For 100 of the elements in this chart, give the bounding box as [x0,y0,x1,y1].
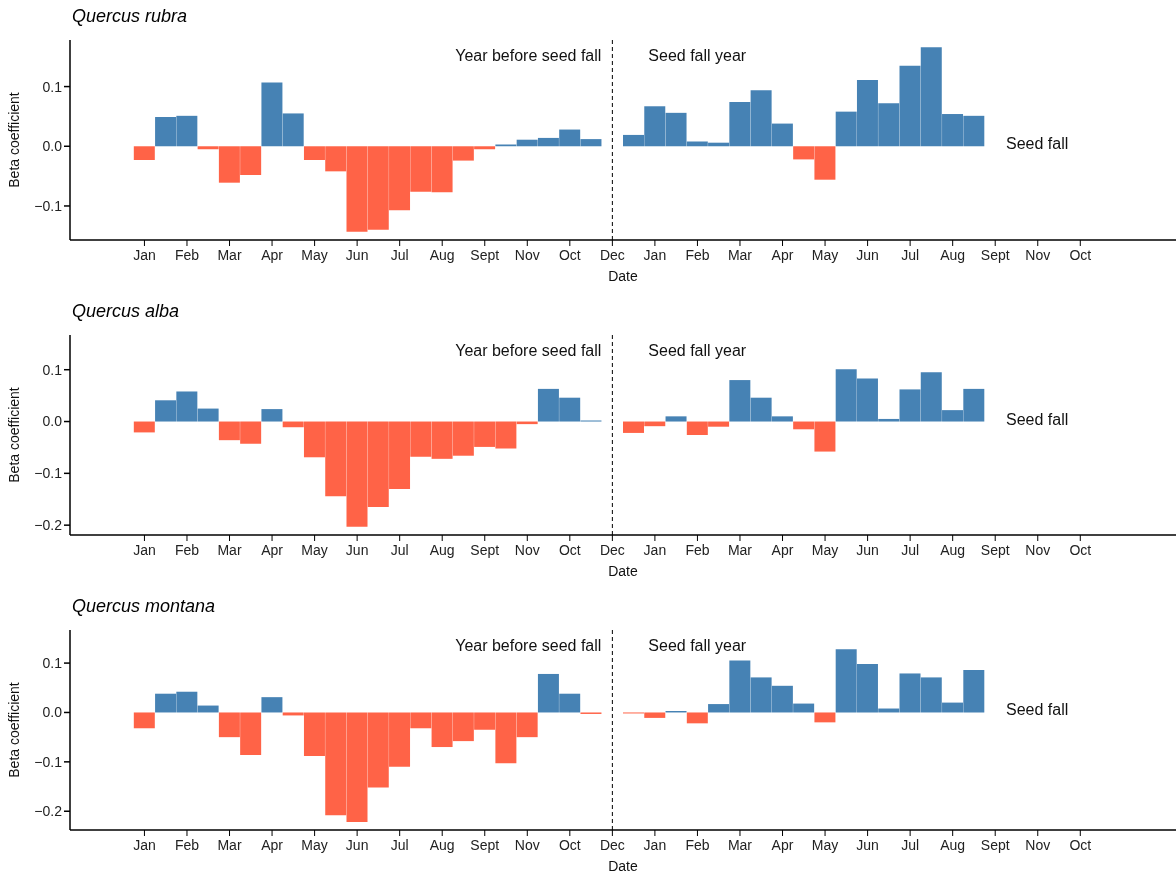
x-tick-label: May [811,837,839,853]
bar [133,712,155,729]
x-tick-label: Aug [429,247,455,263]
x-tick-label: Jun [856,837,879,853]
x-tick-label: Jun [345,837,369,853]
y-axis-title: Beta coefficient [5,387,22,483]
x-tick-label: Nov [1025,837,1051,853]
y-tick-label: 0.0 [42,413,63,430]
x-tick-label: May [811,247,839,263]
y-tick-label: 0.1 [42,361,63,378]
y-axis-title: Beta coefficient [5,92,22,188]
annotation: Seed fall year [648,47,747,65]
annotation: Year before seed fall [455,342,602,360]
y-axis-title: Beta coefficient [5,682,22,778]
annotation: Seed fall [1006,135,1069,154]
x-tick-label: Jan [643,837,667,853]
x-tick-label: Nov [514,247,540,263]
x-tick-label: Feb [174,837,200,853]
x-tick-label: Mar [727,837,753,853]
bar [665,416,687,422]
chart-title: Quercus alba [72,301,180,322]
x-tick-label: Aug [429,837,455,853]
bar [133,146,155,160]
annotation: Seed fall year [648,342,747,360]
x-axis-title: Date [608,563,638,579]
x-tick-label: Apr [261,247,284,263]
x-tick-label: Jan [133,837,156,853]
x-tick-label: Sept [470,542,500,558]
x-tick-label: Oct [558,247,581,263]
x-tick-label: Jun [345,247,369,263]
bar [261,697,283,713]
annotation: Year before seed fall [455,47,602,65]
chart-title: Quercus montana [72,596,216,617]
x-tick-label: Jun [345,542,369,558]
x-tick-label: Jan [643,542,667,558]
x-tick-label: Mar [727,542,753,558]
x-tick-label: Sept [980,837,1010,853]
x-tick-label: Sept [470,837,500,853]
x-tick-label: Aug [940,542,966,558]
x-tick-label: Mar [727,247,753,263]
y-tick-label: 0.0 [42,704,63,721]
annotation: Year before seed fall [455,637,602,655]
x-tick-label: Oct [558,542,581,558]
x-axis-title: Date [608,858,638,874]
y-tick-label: 0.0 [42,138,63,155]
x-tick-label: Jan [643,247,667,263]
y-tick-label: −0.1 [34,465,63,482]
x-tick-label: Oct [558,837,581,853]
chart-title: Quercus rubra [72,6,188,27]
bar [814,712,836,723]
x-tick-label: Aug [940,247,966,263]
x-tick-label: Nov [514,542,540,558]
x-tick-label: Jul [390,247,409,263]
y-tick-label: −0.2 [34,803,63,820]
x-tick-label: Feb [174,542,200,558]
x-tick-label: Mar [217,837,242,853]
y-tick-label: −0.1 [34,197,63,214]
x-tick-label: Jul [390,837,409,853]
x-tick-label: Aug [940,837,966,853]
bar [261,409,283,422]
x-axis-title: Date [608,268,638,284]
annotation: Seed fall [1006,410,1069,429]
x-tick-label: May [811,542,839,558]
x-tick-label: Apr [261,542,284,558]
x-tick-label: May [301,247,328,263]
x-tick-label: Jul [901,247,920,263]
x-tick-label: Apr [771,837,794,853]
x-tick-label: Aug [429,542,455,558]
x-tick-label: Sept [470,247,500,263]
x-tick-label: Jul [901,542,920,558]
x-tick-label: Oct [1069,247,1092,263]
x-tick-label: Jun [856,542,879,558]
x-tick-label: Nov [1025,247,1051,263]
x-tick-label: Apr [771,247,794,263]
x-tick-label: Dec [599,837,625,853]
x-tick-label: May [301,542,328,558]
x-tick-label: Nov [514,837,540,853]
x-tick-label: Feb [685,542,710,558]
x-tick-label: Jul [901,837,920,853]
y-tick-label: −0.1 [34,753,63,770]
bar [133,421,155,433]
x-tick-label: May [301,837,328,853]
x-tick-label: Oct [1069,542,1092,558]
x-tick-label: Sept [980,247,1010,263]
x-tick-label: Jan [133,542,156,558]
x-tick-label: Feb [174,247,200,263]
x-tick-label: Dec [599,247,625,263]
x-tick-label: Jun [856,247,879,263]
y-tick-label: 0.1 [42,78,63,95]
x-tick-label: Feb [685,837,710,853]
bar [686,712,708,724]
x-tick-label: Apr [771,542,794,558]
x-tick-label: Mar [217,247,242,263]
x-tick-label: Nov [1025,542,1051,558]
annotation: Seed fall [1006,701,1069,720]
x-tick-label: Oct [1069,837,1092,853]
y-tick-label: −0.2 [34,517,63,534]
x-tick-label: Feb [685,247,710,263]
x-tick-label: Jan [133,247,156,263]
x-tick-label: Dec [599,542,625,558]
